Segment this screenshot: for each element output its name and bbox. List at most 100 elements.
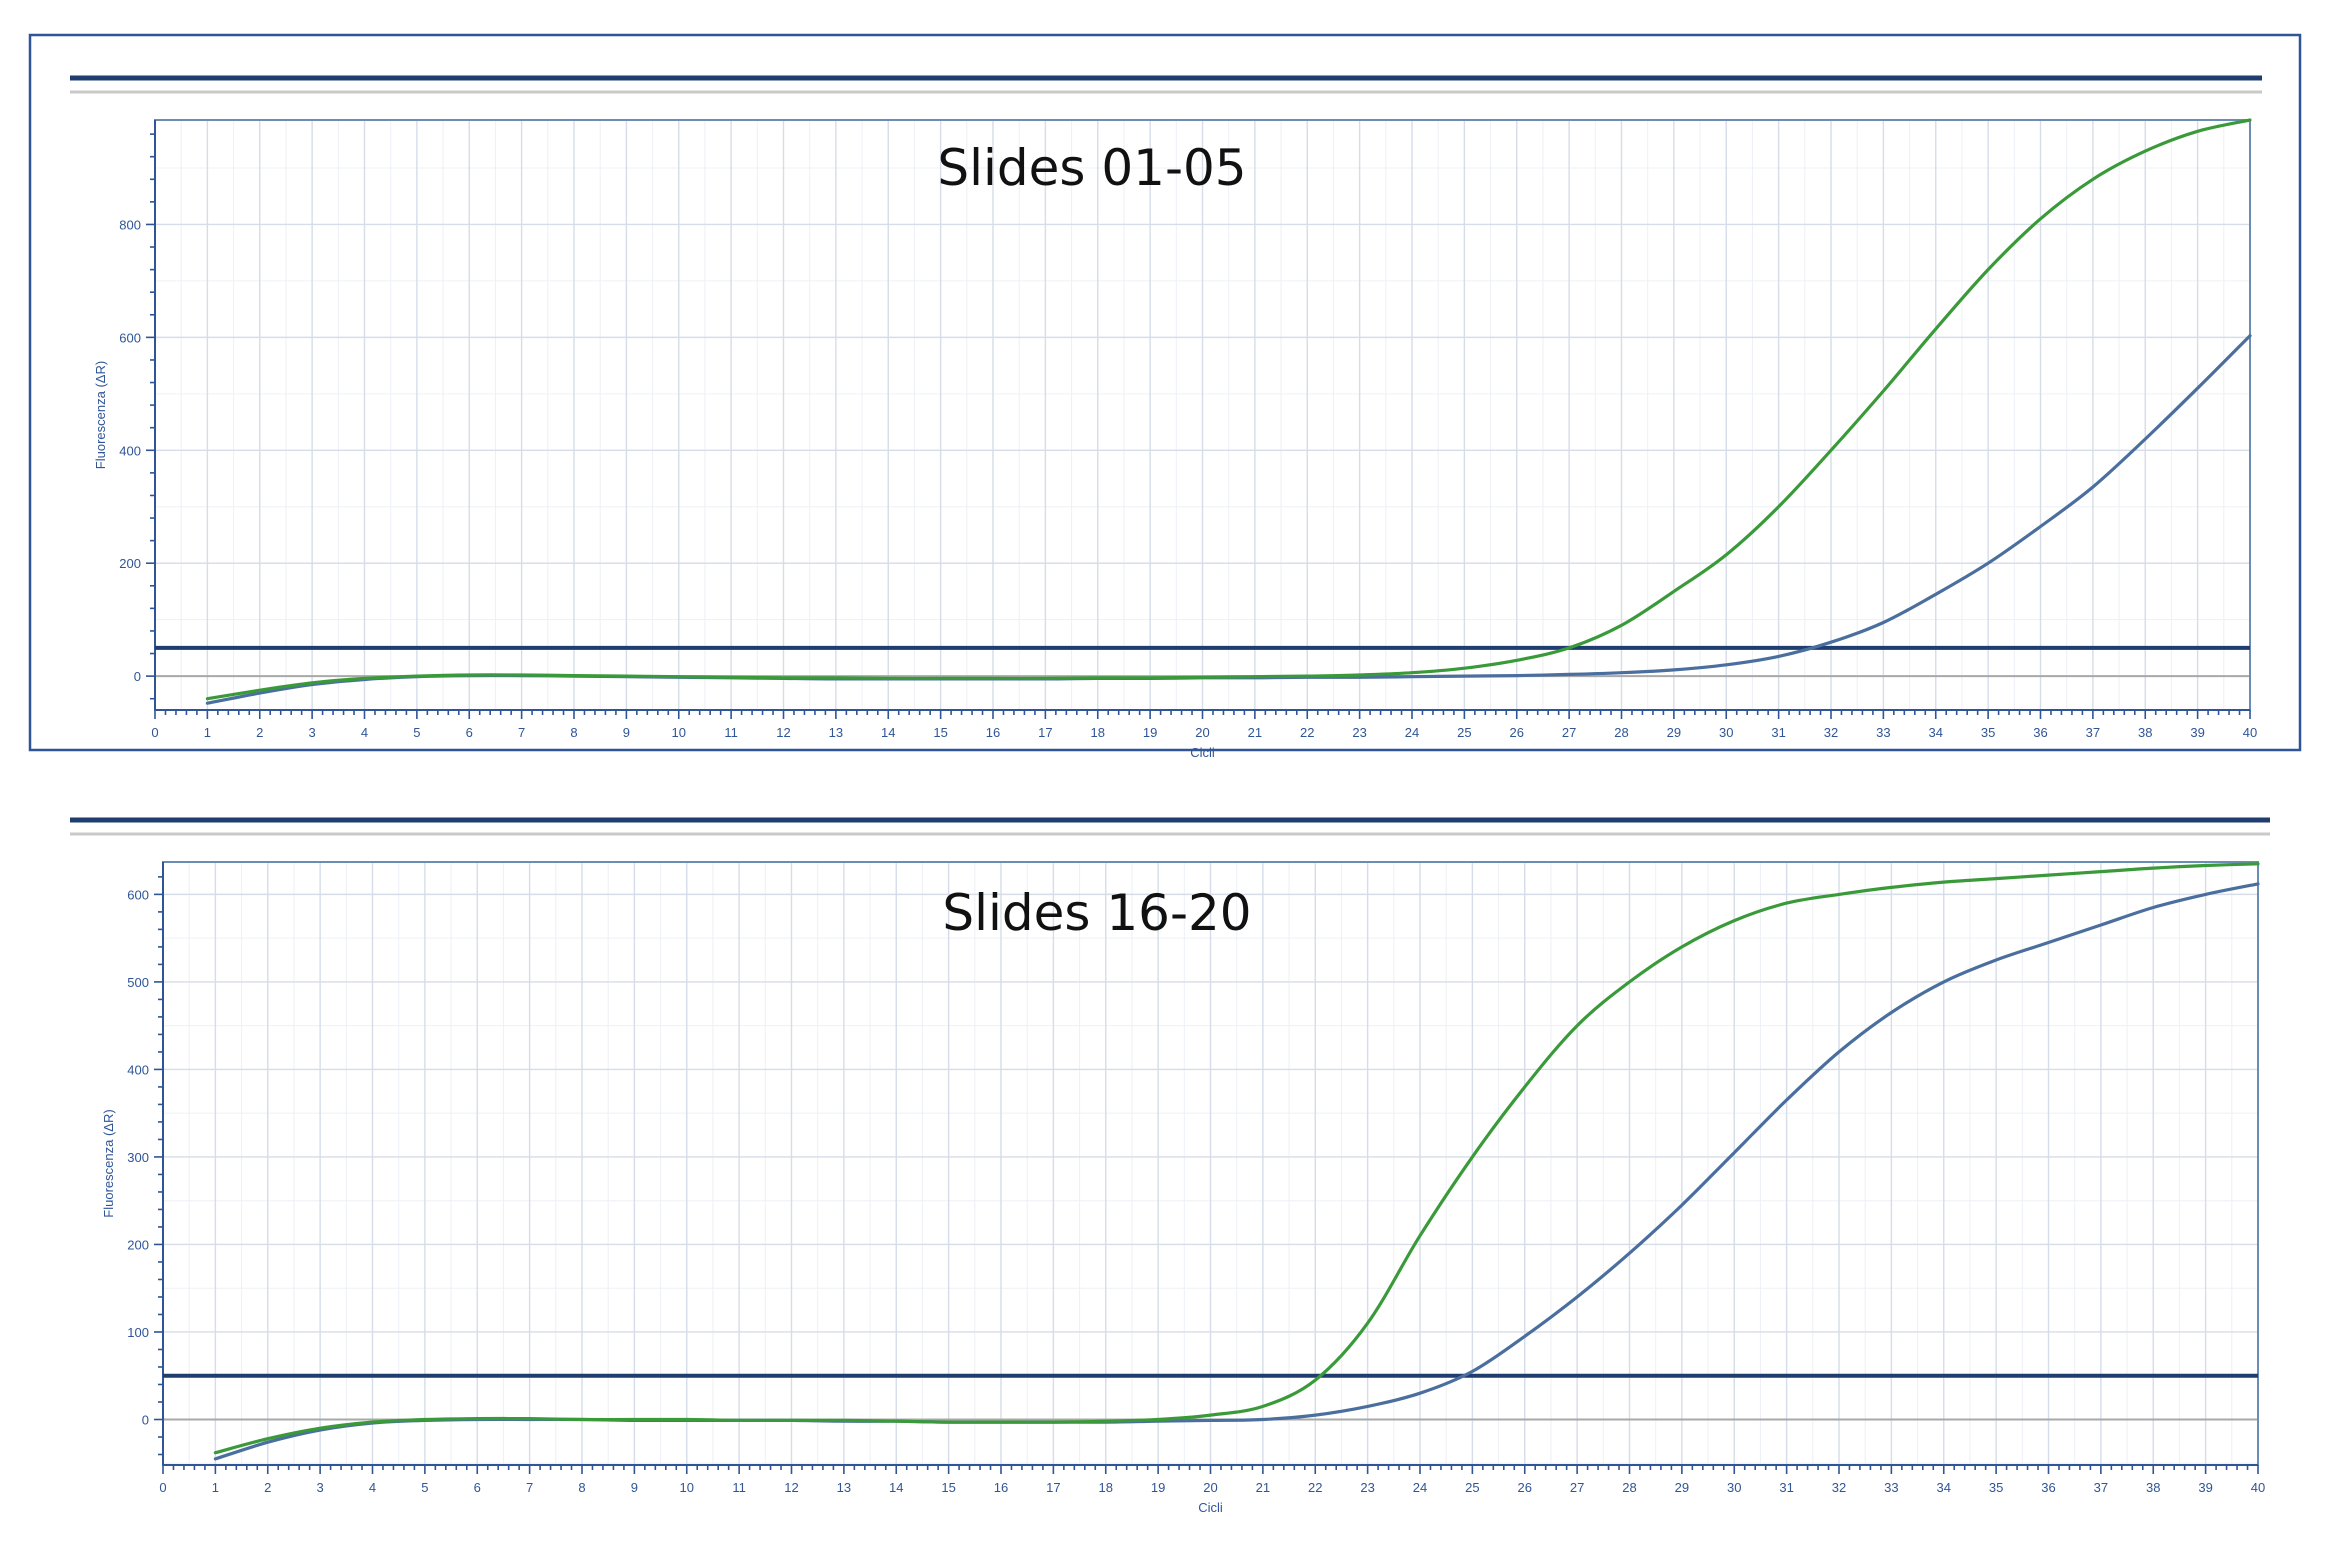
x-tick-label: 38 <box>2138 725 2152 740</box>
x-tick-label: 14 <box>889 1480 903 1495</box>
chart-panel-2: 0 1 2 3 4 5 6 7 8 9 10 11 12 13 14 15 16 17 18 19 20 21 22 23 24… <box>70 817 2270 1515</box>
y-tick-label: 300 <box>127 1150 149 1165</box>
x-tick-label: 18 <box>1091 725 1105 740</box>
y-tick-label: 0 <box>134 669 141 684</box>
x-tick-label: 35 <box>1989 1480 2003 1495</box>
x-tick-label: 21 <box>1256 1480 1270 1495</box>
x-axis-title: Cicli <box>1190 745 1215 760</box>
x-tick-label: 9 <box>631 1480 638 1495</box>
x-tick-label: 12 <box>784 1480 798 1495</box>
x-tick-label: 26 <box>1510 725 1524 740</box>
x-tick-label: 2 <box>256 725 263 740</box>
x-tick-label: 3 <box>309 725 316 740</box>
x-tick-label: 39 <box>2198 1480 2212 1495</box>
x-tick-label: 20 <box>1203 1480 1217 1495</box>
grid <box>154 120 2251 710</box>
y-tick-label: 200 <box>127 1237 149 1252</box>
x-tick-label: 36 <box>2033 725 2047 740</box>
y-tick-label: 600 <box>119 330 141 345</box>
x-tick-label: 29 <box>1667 725 1681 740</box>
x-tick-label: 5 <box>413 725 420 740</box>
x-tick-label: 32 <box>1824 725 1838 740</box>
x-tick-label: 40 <box>2243 725 2257 740</box>
x-axis-ticks: 0 1 2 3 4 5 6 7 8 9 10 11 12 13 14 15 16 17 18 19 20 21 22 23 24… <box>159 1465 2265 1495</box>
x-tick-label: 1 <box>204 725 211 740</box>
x-tick-label: 37 <box>2086 725 2100 740</box>
x-tick-label: 13 <box>829 725 843 740</box>
y-axis-ticks: 0 100 200 300 400 500 600 <box>127 876 163 1456</box>
series-line-green <box>213 862 2260 1455</box>
x-tick-label: 33 <box>1876 725 1890 740</box>
x-tick-label: 8 <box>578 1480 585 1495</box>
x-tick-label: 24 <box>1413 1480 1427 1495</box>
y-tick-label: 800 <box>119 217 141 232</box>
x-tick-label: 22 <box>1300 725 1314 740</box>
x-tick-label: 27 <box>1562 725 1576 740</box>
x-tick-label: 31 <box>1779 1480 1793 1495</box>
panel-frame <box>28 33 2302 752</box>
x-tick-label: 20 <box>1195 725 1209 740</box>
x-tick-label: 26 <box>1518 1480 1532 1495</box>
x-tick-label: 22 <box>1308 1480 1322 1495</box>
x-tick-label: 4 <box>361 725 368 740</box>
x-tick-label: 17 <box>1046 1480 1060 1495</box>
y-tick-label: 0 <box>142 1412 149 1427</box>
x-tick-label: 24 <box>1405 725 1419 740</box>
x-tick-label: 7 <box>526 1480 533 1495</box>
x-tick-label: 29 <box>1675 1480 1689 1495</box>
y-tick-label: 400 <box>127 1062 149 1077</box>
x-axis-ticks: 0 1 2 3 4 5 6 7 8 9 10 11 12 13 14 15 16 17 18 19 20 21 22 23 24… <box>151 710 2257 740</box>
x-tick-label: 25 <box>1465 1480 1479 1495</box>
x-tick-label: 11 <box>724 725 738 740</box>
y-axis-title: Fluorescenza (ΔR) <box>101 1109 116 1217</box>
x-tick-label: 23 <box>1360 1480 1374 1495</box>
x-tick-label: 19 <box>1143 725 1157 740</box>
x-tick-label: 36 <box>2041 1480 2055 1495</box>
x-tick-label: 12 <box>776 725 790 740</box>
x-tick-label: 32 <box>1832 1480 1846 1495</box>
x-tick-label: 10 <box>680 1480 694 1495</box>
x-tick-label: 27 <box>1570 1480 1584 1495</box>
x-tick-label: 0 <box>151 725 158 740</box>
x-tick-label: 4 <box>369 1480 376 1495</box>
y-tick-label: 400 <box>119 443 141 458</box>
x-tick-label: 31 <box>1771 725 1785 740</box>
x-tick-label: 2 <box>264 1480 271 1495</box>
x-tick-label: 35 <box>1981 725 1995 740</box>
x-tick-label: 5 <box>421 1480 428 1495</box>
x-tick-label: 30 <box>1727 1480 1741 1495</box>
x-tick-label: 28 <box>1614 725 1628 740</box>
x-axis-title: Cicli <box>1198 1500 1223 1515</box>
y-axis-ticks: 0 200 400 600 800 <box>119 133 155 700</box>
x-tick-label: 28 <box>1622 1480 1636 1495</box>
x-tick-label: 7 <box>518 725 525 740</box>
x-tick-label: 21 <box>1248 725 1262 740</box>
y-tick-label: 500 <box>127 975 149 990</box>
x-tick-label: 30 <box>1719 725 1733 740</box>
x-tick-label: 1 <box>212 1480 219 1495</box>
x-tick-label: 40 <box>2251 1480 2265 1495</box>
x-tick-label: 15 <box>933 725 947 740</box>
chart-title: Slides 01-05 <box>937 139 1246 197</box>
y-tick-label: 100 <box>127 1325 149 1340</box>
y-tick-label: 200 <box>119 556 141 571</box>
x-tick-label: 15 <box>941 1480 955 1495</box>
x-tick-label: 38 <box>2146 1480 2160 1495</box>
x-tick-label: 25 <box>1457 725 1471 740</box>
chart-panel-1: 0 1 2 3 4 5 6 7 8 9 10 11 12 13 14 15 16 17 18 19 20 21 22 23 24… <box>28 33 2302 760</box>
chart-title: Slides 16-20 <box>942 884 1251 942</box>
x-tick-label: 23 <box>1352 725 1366 740</box>
x-tick-label: 34 <box>1929 725 1943 740</box>
x-tick-label: 10 <box>672 725 686 740</box>
x-tick-label: 39 <box>2190 725 2204 740</box>
x-tick-label: 16 <box>986 725 1000 740</box>
x-tick-label: 8 <box>570 725 577 740</box>
x-tick-label: 33 <box>1884 1480 1898 1495</box>
x-tick-label: 16 <box>994 1480 1008 1495</box>
x-tick-label: 3 <box>317 1480 324 1495</box>
x-tick-label: 34 <box>1937 1480 1951 1495</box>
x-tick-label: 13 <box>837 1480 851 1495</box>
x-tick-label: 6 <box>466 725 473 740</box>
series-line-green <box>205 118 2252 701</box>
x-tick-label: 37 <box>2094 1480 2108 1495</box>
